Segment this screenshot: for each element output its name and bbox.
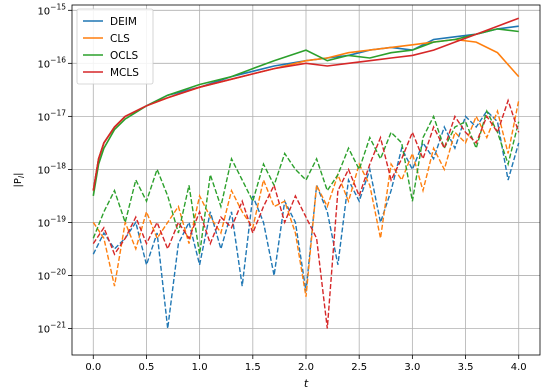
x-tick-label-3: 1.5: [245, 362, 261, 373]
x-tick-label-1: 0.5: [139, 362, 155, 373]
x-axis-ticks: 0.0 0.5 1.0 1.5 2.0 2.5 3.0 3.5 4.0: [85, 355, 527, 373]
x-tick-label-2: 1.0: [192, 362, 208, 373]
y-tick-label-5: 10−16: [37, 55, 66, 70]
x-tick-label-5: 2.5: [351, 362, 367, 373]
y-axis-label-main: |P: [13, 178, 24, 187]
legend-label-deim: DEIM: [110, 16, 137, 28]
series-mcls-dashed-line: [92, 98, 520, 329]
series-mcls-solid-line: [92, 17, 519, 191]
y-axis-ticks: 10−21 10−20 10−19 10−18 10−17 10−16 10−15: [37, 2, 72, 335]
y-tick-label-1: 10−20: [37, 267, 66, 282]
y-tick-label-4: 10−17: [37, 108, 66, 123]
y-tick-label-3: 10−18: [37, 161, 66, 176]
y-axis-label-close: |: [13, 172, 24, 175]
x-tick-label-7: 3.5: [458, 362, 474, 373]
y-axis-label: |Pl|: [13, 172, 26, 187]
legend-label-cls: CLS: [110, 33, 130, 45]
x-axis-label: t: [304, 377, 309, 390]
legend-label-mcls: MCLS: [110, 67, 139, 79]
x-tick-label-0: 0.0: [85, 362, 101, 373]
y-axis-label-sub: l: [17, 175, 26, 178]
x-tick-label-8: 4.0: [511, 362, 527, 373]
legend-box: [76, 8, 154, 85]
series-ocls-dashed-line: [92, 109, 520, 255]
series-layer: [92, 17, 520, 329]
x-tick-label-4: 2.0: [298, 362, 314, 373]
series-deim-dashed-line: [92, 110, 520, 329]
y-tick-label-6: 10−15: [37, 2, 66, 17]
legend-label-ocls: OCLS: [110, 50, 138, 62]
series-cls-dashed-line: [92, 100, 520, 297]
y-tick-label-2: 10−19: [37, 214, 66, 229]
series-ocls-solid-line: [92, 28, 519, 197]
y-tick-label-0: 10−21: [37, 320, 66, 335]
legend: DEIM CLS OCLS MCLS: [76, 8, 154, 85]
x-tick-label-6: 3.0: [404, 362, 420, 373]
